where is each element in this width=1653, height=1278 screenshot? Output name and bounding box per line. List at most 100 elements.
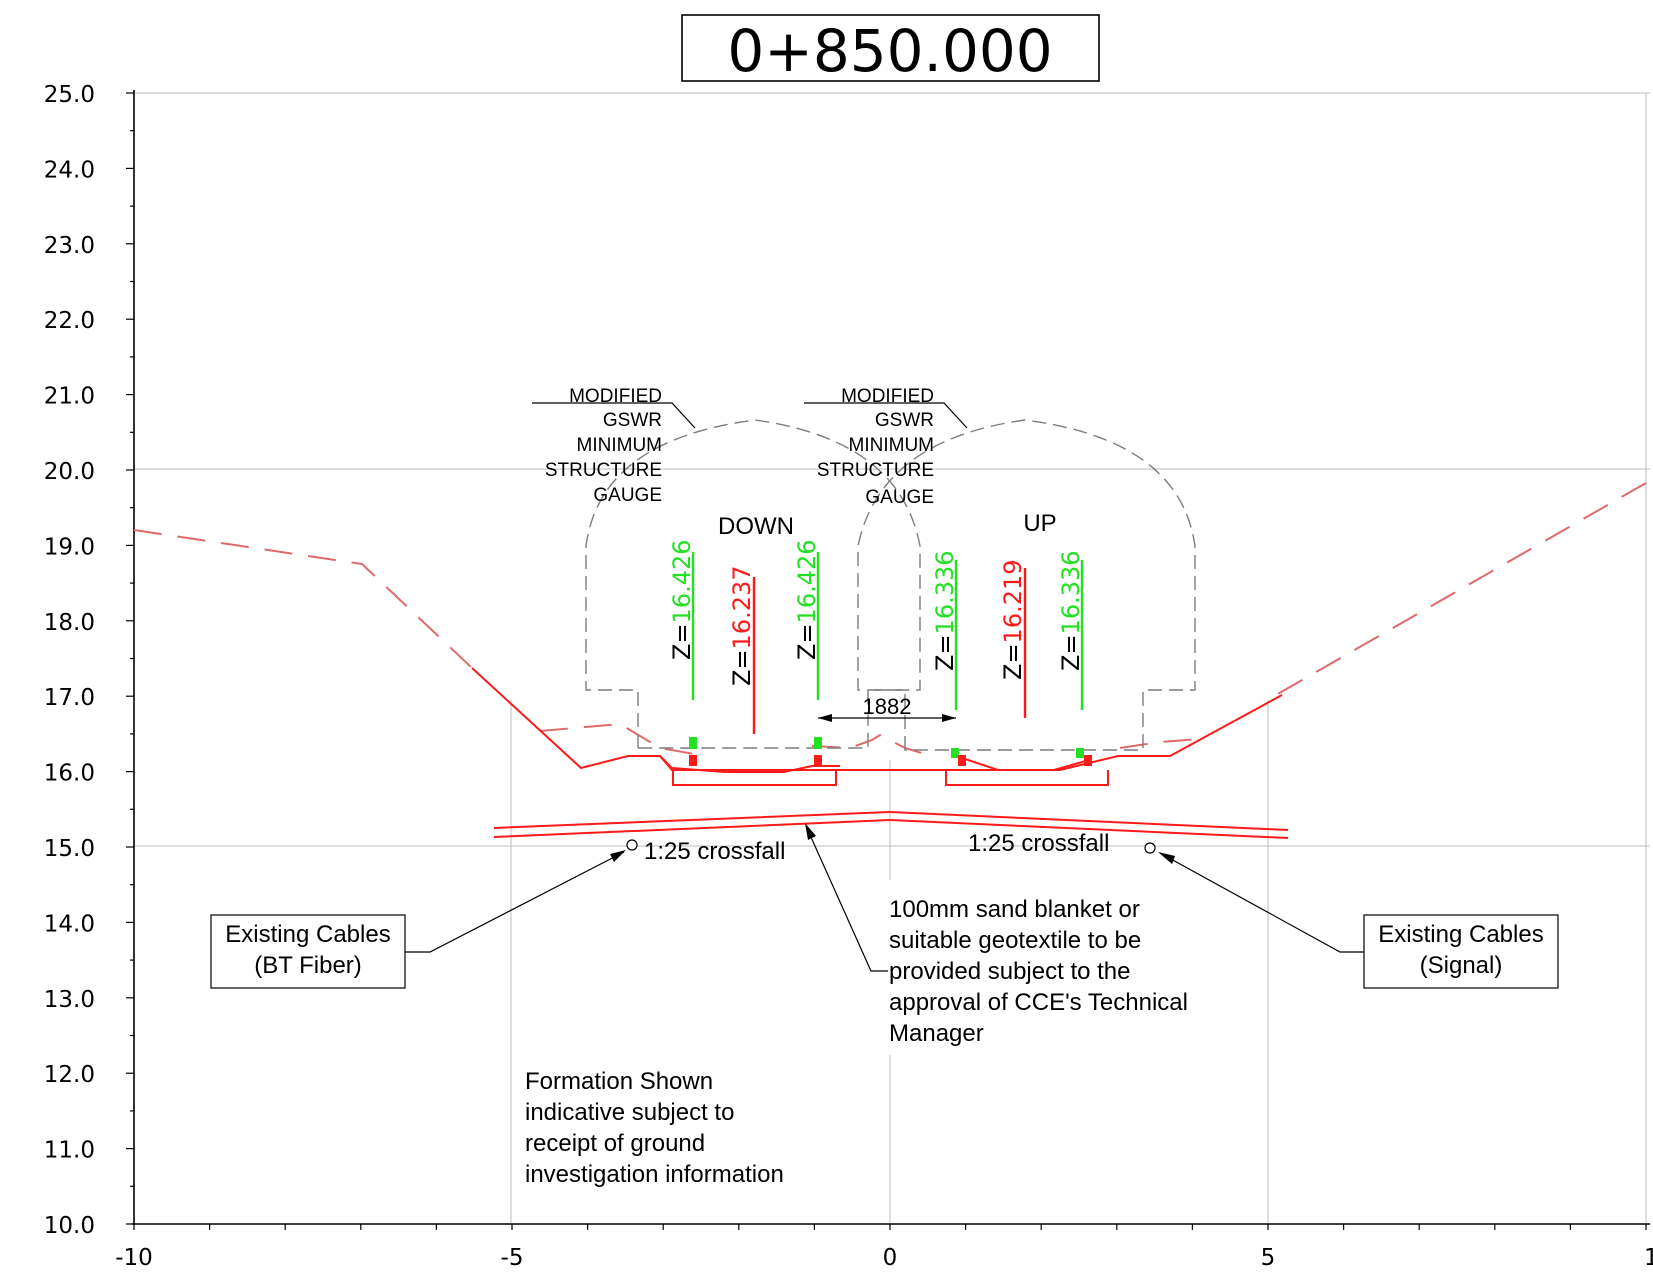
gauge-label-left-line-3: MINIMUM (577, 435, 662, 456)
callout-bt-fiber-line-2: (BT Fiber) (254, 952, 362, 979)
y-tick-label: 17.0 (44, 685, 95, 711)
level-down-left-value: 16.426 (668, 539, 696, 623)
gauge-label-right-line-3: MINIMUM (849, 435, 934, 456)
gauge-label-right-line-4: STRUCTURE (817, 460, 934, 481)
y-tick-label: 16.0 (44, 761, 95, 787)
x-tick-label: -5 (501, 1245, 524, 1271)
y-tick-label: 20.0 (44, 459, 95, 485)
axes: 25.0 24.0 23.0 22.0 21.0 20.0 19.0 18.0 17.0 16.0… (44, 82, 1653, 1271)
sand-blanket-top (493, 810, 1289, 831)
existing-ground-inner-right (1119, 738, 1201, 749)
callout-signal: Existing Cables (Signal) (1158, 852, 1559, 989)
gauge-label-right-line-2: GSWR (875, 410, 934, 431)
y-tick-marks (126, 92, 134, 1225)
track-label-down: DOWN (718, 513, 794, 540)
y-tick-label: 24.0 (44, 157, 95, 183)
level-down-left: Z=16.426 (668, 539, 696, 660)
level-labels: Z=16.426 Z=16.237 Z=16.426 Z=16.336 Z=16… (668, 539, 1085, 686)
callout-bt-fiber-line-1: Existing Cables (225, 921, 390, 948)
grid (134, 92, 1650, 1223)
level-down-centre: Z=16.237 (728, 565, 756, 686)
y-tick-label: 25.0 (44, 82, 95, 108)
cable-marker-bt-fiber (626, 839, 638, 851)
y-tick-label: 21.0 (44, 384, 95, 410)
dimension-arrow-left (818, 714, 832, 722)
callout-signal-arrow (1158, 852, 1175, 864)
rail-up-right (1076, 748, 1092, 766)
gauge-label-left-line-1: MODIFIED (569, 386, 662, 407)
callout-bt-fiber-leader (405, 851, 625, 953)
gauge-label-left-leader (532, 402, 696, 429)
level-down-left-prefix: Z= (668, 623, 696, 660)
formation-line (471, 667, 1283, 771)
level-down-right-prefix: Z= (793, 623, 821, 660)
y-tick-label: 19.0 (44, 534, 95, 560)
note-sand-blanket-line-3: provided subject to the (889, 958, 1131, 985)
level-up-left-prefix: Z= (931, 634, 959, 671)
rail-down-right (814, 737, 822, 766)
level-up-right: Z=16.336 (1057, 550, 1085, 671)
level-down-centre-prefix: Z= (728, 649, 756, 686)
callout-bt-fiber-box (210, 914, 406, 989)
callout-signal-line-1: Existing Cables (1378, 921, 1543, 948)
callout-signal-line-2: (Signal) (1420, 952, 1503, 979)
callout-signal-box (1363, 914, 1559, 989)
x-tick-label: 10 (1644, 1245, 1653, 1271)
note-sand-blanket-arrow (805, 823, 816, 840)
gauge-label-right-line-5: GAUGE (865, 487, 934, 508)
note-sand-blanket: 100mm sand blanket or suitable geotextil… (805, 823, 1188, 1047)
level-up-centre-prefix: Z= (999, 643, 1027, 680)
x-tick-labels: -10 -5 0 5 10 (115, 1245, 1653, 1271)
rails (689, 737, 1092, 766)
y-tick-label: 14.0 (44, 911, 95, 937)
track-spacing-dimension: 1882 (818, 694, 956, 722)
y-tick-labels: 25.0 24.0 23.0 22.0 21.0 20.0 19.0 18.0 17.0 16.0… (44, 82, 95, 1239)
note-sand-blanket-line-5: Manager (889, 1020, 984, 1047)
gauge-label-right-leader (804, 402, 968, 429)
rail-up-right-base (1084, 755, 1092, 766)
y-tick-label: 12.0 (44, 1062, 95, 1088)
crossfall-right: 1:25 crossfall (968, 830, 1109, 857)
note-formation-line-1: Formation Shown (525, 1068, 713, 1095)
chainage-title-box (681, 14, 1100, 82)
callout-signal-leader (1159, 852, 1364, 953)
rail-down-right-head (814, 737, 822, 749)
level-up-left-value: 16.336 (931, 550, 959, 634)
y-tick-label: 13.0 (44, 987, 95, 1013)
chainage-title: 0+850.000 (727, 17, 1052, 85)
level-up-left: Z=16.336 (931, 550, 959, 671)
rail-up-left-base (958, 755, 966, 766)
rail-up-left (951, 748, 966, 766)
level-up-right-value: 16.336 (1057, 550, 1085, 634)
up-ballast-top (964, 757, 1093, 771)
gauge-down (585, 419, 921, 749)
x-tick-marks (133, 1224, 1647, 1230)
level-down-right-value: 16.426 (793, 539, 821, 623)
rail-down-left-base (689, 755, 697, 766)
gauge-up (857, 419, 1196, 751)
level-down-right: Z=16.426 (793, 539, 821, 660)
sand-blanket-bottom (493, 818, 1289, 839)
cable-marker-signal (1144, 842, 1156, 854)
track-label-up: UP (1023, 510, 1056, 537)
gauge-label-left-line-5: GAUGE (593, 485, 662, 506)
rail-up-right-head (1076, 748, 1084, 758)
note-formation-line-4: investigation information (525, 1161, 784, 1188)
gauge-label-left-line-4: STRUCTURE (545, 460, 662, 481)
gauge-label-right-line-1: MODIFIED (841, 386, 934, 407)
note-formation-line-3: receipt of ground (525, 1130, 705, 1157)
track-spacing-value: 1882 (863, 694, 912, 719)
up-trough (945, 770, 1109, 786)
x-tick-label: 5 (1261, 1245, 1276, 1271)
level-up-centre-value: 16.219 (999, 559, 1027, 643)
rail-down-left (689, 737, 697, 766)
callout-bt-fiber-arrow (610, 850, 626, 862)
existing-ground-left (133, 529, 473, 669)
existing-ground-inner-left (539, 722, 701, 756)
note-formation: Formation Shown indicative subject to re… (525, 1068, 784, 1188)
x-tick-label: 0 (883, 1245, 898, 1271)
y-tick-label: 18.0 (44, 610, 95, 636)
rail-down-left-head (689, 737, 697, 749)
gauge-label-right: MODIFIED GSWR MINIMUM STRUCTURE GAUGE (804, 386, 968, 508)
